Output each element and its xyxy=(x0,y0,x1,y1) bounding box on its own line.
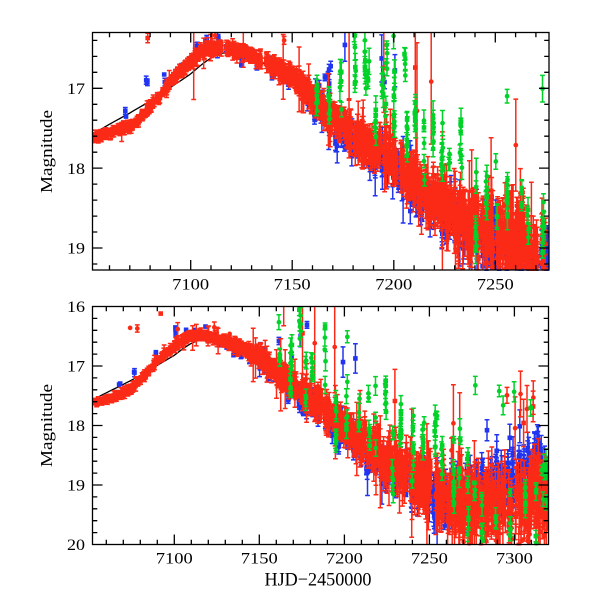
svg-text:19: 19 xyxy=(67,478,85,495)
svg-text:7100: 7100 xyxy=(156,551,193,568)
svg-text:19: 19 xyxy=(67,241,85,258)
svg-text:18: 18 xyxy=(67,418,85,435)
svg-text:7250: 7250 xyxy=(411,551,448,568)
svg-text:7150: 7150 xyxy=(241,551,278,568)
svg-text:20: 20 xyxy=(67,537,85,554)
svg-text:16: 16 xyxy=(67,299,85,316)
svg-text:7250: 7250 xyxy=(477,277,514,294)
svg-text:17: 17 xyxy=(67,81,85,98)
svg-text:17: 17 xyxy=(67,359,85,376)
svg-text:7200: 7200 xyxy=(326,551,363,568)
svg-text:Magnitude: Magnitude xyxy=(37,110,56,193)
svg-text:7150: 7150 xyxy=(274,277,311,294)
svg-text:HJD−2450000: HJD−2450000 xyxy=(265,570,372,591)
svg-text:7200: 7200 xyxy=(375,277,412,294)
svg-text:7300: 7300 xyxy=(496,551,533,568)
svg-text:7100: 7100 xyxy=(172,277,209,294)
svg-text:18: 18 xyxy=(67,161,85,178)
svg-text:Magnitude: Magnitude xyxy=(37,384,56,467)
